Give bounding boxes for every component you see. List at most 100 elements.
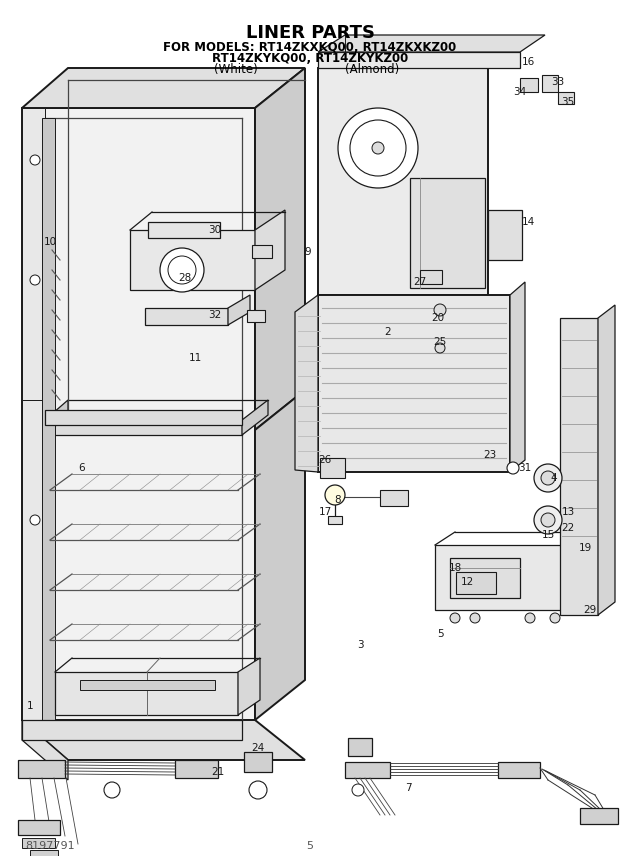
Text: 19: 19 (578, 543, 591, 553)
Text: RT14ZKYKQ00, RT14ZKYKZ00: RT14ZKYKQ00, RT14ZKYKZ00 (212, 51, 408, 65)
Text: 35: 35 (561, 97, 575, 107)
Polygon shape (255, 68, 305, 430)
Bar (328, 516, 342, 524)
Text: (White): (White) (214, 62, 257, 76)
Text: FOR MODELS: RT14ZKXKQ00, RT14ZKXKZ00: FOR MODELS: RT14ZKXKQ00, RT14ZKXKZ00 (164, 40, 456, 54)
Polygon shape (30, 850, 58, 856)
Text: 15: 15 (541, 530, 555, 540)
Circle shape (435, 343, 445, 353)
Text: 31: 31 (518, 463, 531, 473)
Polygon shape (450, 558, 520, 598)
Polygon shape (410, 178, 485, 288)
Polygon shape (18, 820, 60, 835)
Circle shape (372, 142, 384, 154)
Circle shape (470, 613, 480, 623)
Polygon shape (55, 672, 238, 715)
Text: 23: 23 (484, 450, 497, 460)
Polygon shape (498, 762, 540, 778)
Bar (565, 505, 587, 521)
Polygon shape (435, 545, 590, 610)
Circle shape (30, 515, 40, 525)
Text: 6: 6 (79, 463, 86, 473)
Polygon shape (255, 210, 285, 290)
Polygon shape (22, 108, 45, 400)
Polygon shape (255, 390, 305, 720)
Bar (456, 572, 496, 594)
Text: 5: 5 (306, 841, 314, 851)
Text: 29: 29 (583, 605, 596, 615)
Polygon shape (542, 75, 558, 92)
Polygon shape (22, 68, 305, 108)
Polygon shape (580, 808, 618, 824)
Text: 4: 4 (551, 473, 557, 483)
Circle shape (534, 506, 562, 534)
Text: 16: 16 (521, 57, 534, 67)
Polygon shape (42, 118, 55, 720)
Text: 5: 5 (436, 629, 443, 639)
Bar (394, 300, 414, 314)
Text: 20: 20 (432, 313, 445, 323)
Circle shape (352, 784, 364, 796)
Text: 24: 24 (251, 743, 265, 753)
Circle shape (30, 155, 40, 165)
Text: (Almond): (Almond) (345, 62, 399, 76)
Bar (380, 490, 408, 506)
Polygon shape (22, 720, 305, 760)
Bar (348, 738, 372, 756)
Bar (558, 92, 574, 104)
Text: 21: 21 (211, 767, 224, 777)
Bar (247, 310, 265, 322)
Polygon shape (175, 760, 218, 778)
Text: 12: 12 (461, 577, 474, 587)
Polygon shape (318, 295, 510, 472)
Text: 17: 17 (319, 507, 332, 517)
Circle shape (338, 108, 418, 188)
Circle shape (104, 782, 120, 798)
Polygon shape (45, 420, 242, 435)
Polygon shape (22, 108, 255, 720)
Text: 18: 18 (448, 563, 462, 573)
Bar (244, 752, 272, 772)
Bar (320, 458, 345, 478)
Polygon shape (80, 680, 215, 690)
Polygon shape (130, 230, 255, 290)
Polygon shape (22, 720, 242, 740)
Circle shape (507, 462, 519, 474)
Polygon shape (510, 282, 525, 472)
Bar (520, 78, 538, 92)
Text: 7: 7 (405, 783, 411, 793)
Polygon shape (598, 305, 615, 615)
Text: 30: 30 (208, 225, 221, 235)
Polygon shape (45, 400, 68, 435)
Polygon shape (148, 222, 220, 238)
Polygon shape (318, 52, 520, 68)
Circle shape (541, 513, 555, 527)
Circle shape (30, 275, 40, 285)
Text: 13: 13 (561, 507, 575, 517)
Text: 10: 10 (43, 237, 56, 247)
Polygon shape (318, 35, 545, 52)
Polygon shape (238, 658, 260, 715)
Polygon shape (22, 720, 68, 780)
Polygon shape (228, 295, 250, 325)
Polygon shape (45, 410, 242, 425)
Bar (420, 270, 442, 284)
Circle shape (249, 781, 267, 799)
Text: 2: 2 (384, 327, 391, 337)
Text: 27: 27 (414, 277, 427, 287)
Text: LINER PARTS: LINER PARTS (246, 23, 374, 42)
Circle shape (325, 485, 345, 505)
Text: 14: 14 (521, 217, 534, 227)
Polygon shape (252, 245, 272, 258)
Polygon shape (488, 210, 522, 260)
Text: 8: 8 (335, 495, 342, 505)
Circle shape (160, 248, 204, 292)
Circle shape (534, 464, 562, 492)
Polygon shape (345, 762, 390, 778)
Circle shape (434, 304, 446, 316)
Polygon shape (145, 308, 228, 325)
Text: 33: 33 (551, 77, 565, 87)
Text: 11: 11 (188, 353, 202, 363)
Polygon shape (590, 532, 610, 610)
Circle shape (541, 471, 555, 485)
